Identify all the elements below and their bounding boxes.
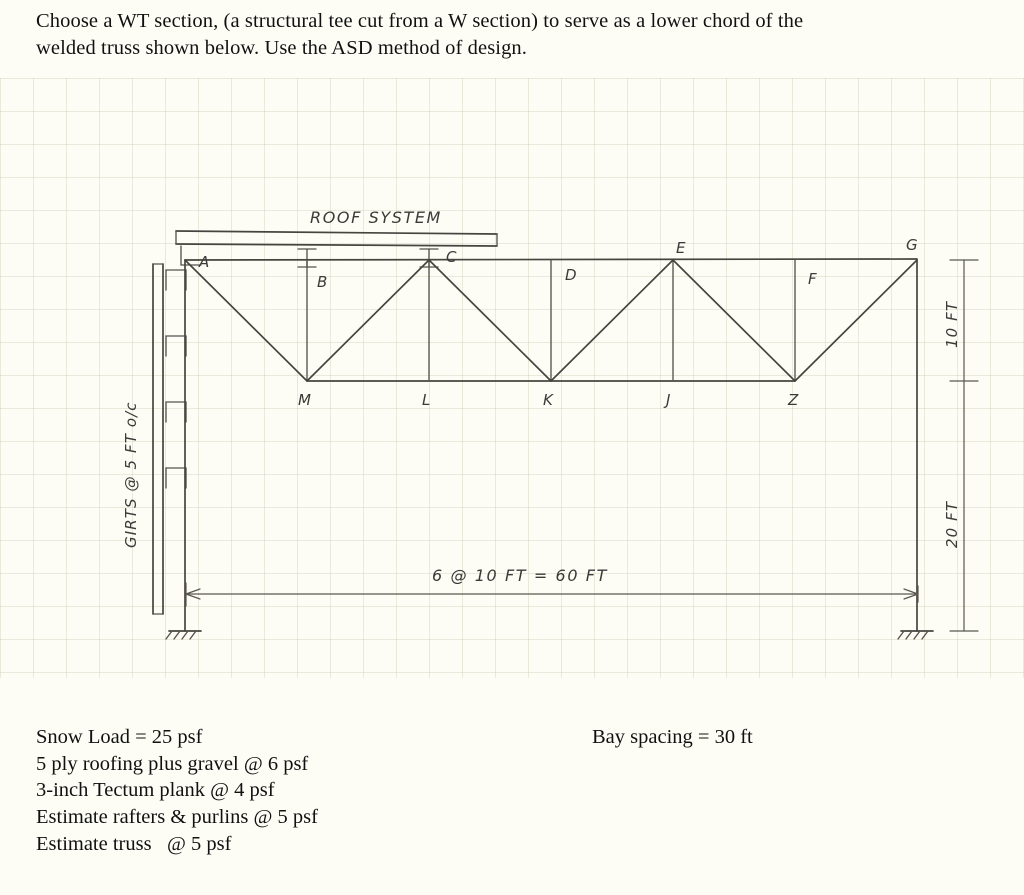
load-item: Estimate truss @ 5 psf	[36, 832, 232, 855]
span-dimension-label: 6 @ 10 FT = 60 FT	[432, 566, 608, 585]
node-label-Z: Z	[787, 391, 799, 409]
load-item: Estimate rafters & purlins @ 5 psf	[36, 805, 318, 828]
load-item: 5 ply roofing plus gravel @ 6 psf	[36, 752, 309, 775]
node-label-L: L	[422, 391, 431, 409]
node-label-G: G	[906, 236, 919, 254]
load-specification-list: Snow Load = 25 psf 5 ply roofing plus gr…	[36, 724, 318, 857]
truss-depth-dimension-label: 10 FT	[943, 300, 961, 348]
problem-statement: Choose a WT section, (a structural tee c…	[36, 8, 996, 63]
girt-symbol	[165, 335, 187, 357]
girt-symbol	[165, 401, 187, 423]
left-column-base-support	[165, 630, 202, 640]
bay-spacing-note: Bay spacing = 30 ft	[592, 726, 753, 748]
girt-symbol	[165, 467, 187, 489]
node-label-C: C	[446, 248, 458, 266]
vertical-dimension-line	[949, 259, 979, 632]
node-label-A: A	[198, 253, 210, 271]
web-diagonal-C-K	[428, 259, 552, 382]
problem-statement-line-2: welded truss shown below. Use the ASD me…	[36, 37, 527, 60]
web-diagonal-M-C	[306, 259, 430, 382]
web-diagonal-Z-G	[794, 259, 918, 382]
column-height-dimension-label: 20 FT	[943, 500, 961, 548]
problem-statement-line-1: Choose a WT section, (a structural tee c…	[36, 10, 804, 32]
girt-symbol	[165, 269, 187, 291]
node-label-B: B	[317, 273, 328, 291]
node-label-M: M	[298, 391, 312, 409]
node-label-E: E	[676, 239, 687, 257]
load-item: Snow Load = 25 psf	[36, 726, 203, 748]
roof-deck	[175, 230, 498, 247]
span-dimension-line	[185, 582, 919, 607]
girts-label: GIRTS @ 5 FT o/c	[122, 401, 140, 548]
right-column-base-support	[897, 630, 934, 640]
node-label-F: F	[808, 270, 818, 288]
web-diagonal-E-Z	[672, 259, 796, 382]
roof-system-label: ROOF SYSTEM	[310, 208, 442, 227]
load-item: 3-inch Tectum plank @ 4 psf	[36, 779, 275, 802]
truss-figure: ROOF SYSTEM	[0, 78, 1024, 698]
web-diagonal-A-M	[184, 259, 308, 382]
node-label-D: D	[565, 266, 578, 284]
node-label-K: K	[543, 391, 554, 409]
node-label-J: J	[663, 391, 672, 409]
roof-to-truss-connection	[180, 245, 202, 266]
wall-panel	[152, 263, 164, 615]
web-diagonal-K-E	[550, 259, 674, 382]
